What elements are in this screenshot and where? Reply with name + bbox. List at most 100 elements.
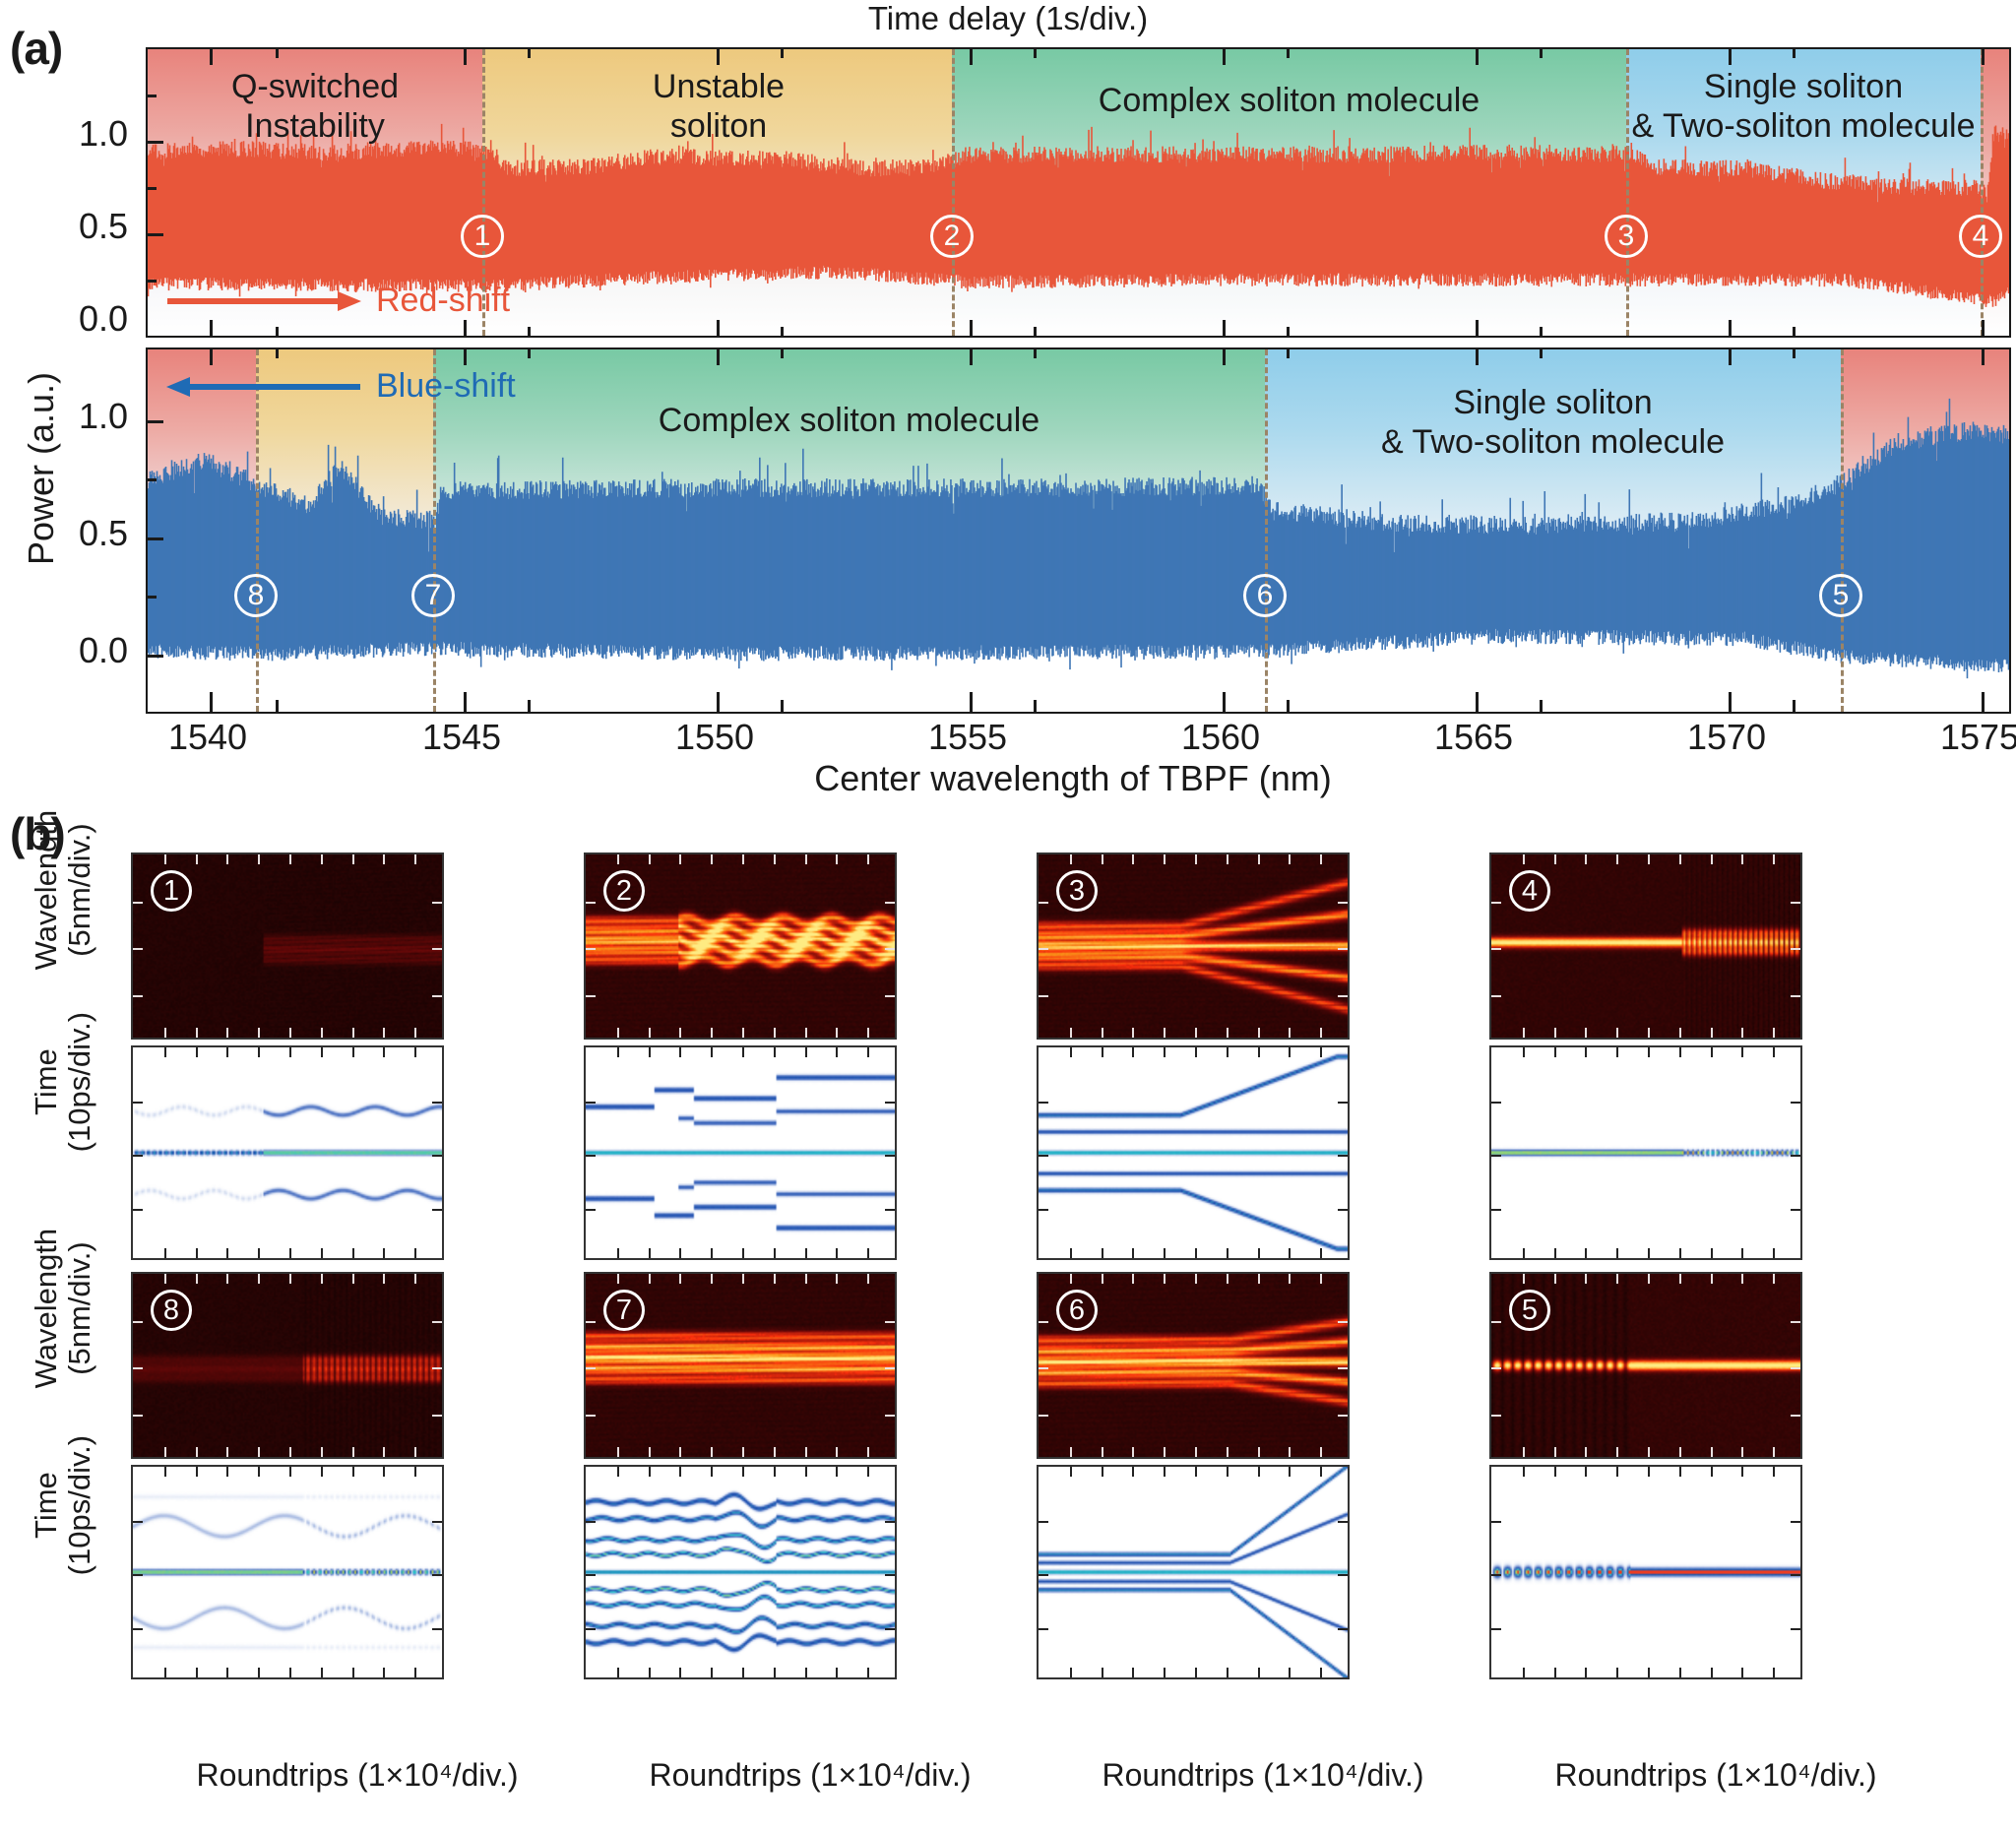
divider-2 <box>952 49 955 336</box>
tick <box>586 1209 596 1211</box>
red-shift-waveform <box>148 123 2009 307</box>
panel-a-top-axis-label: Time delay (1s/div.) <box>867 0 1149 36</box>
tick <box>1711 1274 1713 1284</box>
tick <box>226 1047 228 1057</box>
x-tick-1570: 1570 <box>1686 717 1767 757</box>
tick <box>1773 1047 1775 1057</box>
tick <box>321 1274 323 1284</box>
tick <box>711 1668 713 1677</box>
arrow-left-icon <box>166 376 360 397</box>
tick <box>1773 1248 1775 1258</box>
tick <box>1227 1447 1228 1457</box>
spectral-map-7: 7 <box>584 1272 897 1459</box>
tick <box>226 1248 228 1258</box>
tick <box>649 1467 651 1477</box>
temporal-map-2 <box>584 1045 897 1260</box>
y-tick-bottom-0p0: 0.0 <box>78 630 128 670</box>
tick <box>586 1574 596 1576</box>
tick <box>679 1467 681 1477</box>
tick <box>836 854 838 864</box>
tick <box>1616 1047 1618 1057</box>
tick <box>352 1047 354 1057</box>
tick <box>805 1668 807 1677</box>
tick <box>1039 1102 1048 1104</box>
tick <box>133 1574 143 1576</box>
tick <box>617 1047 619 1057</box>
tick <box>1195 1274 1197 1284</box>
tick <box>1320 1447 1322 1457</box>
tick <box>805 854 807 864</box>
tick <box>414 1467 416 1477</box>
spectral-map-3: 3 <box>1037 853 1350 1040</box>
tick <box>679 1028 681 1038</box>
tick <box>226 1668 228 1677</box>
tick <box>867 1028 869 1038</box>
tick <box>352 1447 354 1457</box>
temporal-map-6 <box>1037 1465 1350 1679</box>
tick <box>711 1447 713 1457</box>
tick <box>1523 854 1525 864</box>
tick <box>885 948 895 950</box>
tick <box>1648 1447 1650 1457</box>
tick <box>1132 1028 1134 1038</box>
tick <box>1164 1248 1166 1258</box>
tick <box>432 1209 442 1211</box>
b-marker-2: 2 <box>603 870 645 912</box>
divider-6 <box>1265 349 1268 712</box>
tick <box>1289 1467 1291 1477</box>
tick <box>1102 854 1103 864</box>
marker-8: 8 <box>234 574 278 617</box>
b-xlabel-col-1: Roundtrips (1×10⁴/div.) <box>196 1757 519 1793</box>
tick <box>414 1248 416 1258</box>
tick <box>1164 1447 1166 1457</box>
legend-red-shift-text: Red-shift <box>376 282 511 319</box>
tick <box>1523 1668 1525 1677</box>
tick <box>1679 1668 1681 1677</box>
tick <box>711 1028 713 1038</box>
red-shift-subplot: Q-switched Instability Unstable soliton … <box>146 47 2011 338</box>
tick <box>867 854 869 864</box>
tick <box>1554 1467 1556 1477</box>
label-unstable-soliton: Unstable soliton <box>561 67 876 146</box>
tick <box>1070 854 1072 864</box>
tick <box>836 1467 838 1477</box>
y-tick-bottom-0p5: 0.5 <box>78 513 128 553</box>
x-tick-1550: 1550 <box>674 717 755 757</box>
tick <box>1258 1467 1260 1477</box>
b-marker-6: 6 <box>1056 1290 1098 1331</box>
tick <box>1039 1367 1048 1369</box>
tick <box>649 1447 651 1457</box>
tick <box>586 1367 596 1369</box>
tick <box>321 1467 323 1477</box>
tick <box>133 1102 143 1104</box>
tick <box>1070 1028 1072 1038</box>
tick <box>649 1248 651 1258</box>
tick <box>1791 1102 1800 1104</box>
tick <box>867 1274 869 1284</box>
tick <box>1195 1447 1197 1457</box>
tick <box>711 1467 713 1477</box>
label-complex-soliton-molecule-top: Complex soliton molecule <box>1098 82 1480 119</box>
x-tick-1560: 1560 <box>1180 717 1261 757</box>
tick <box>1491 1367 1501 1369</box>
tick <box>774 854 776 864</box>
tick <box>1679 854 1681 864</box>
tick <box>1320 1274 1322 1284</box>
tick <box>1102 1447 1103 1457</box>
tick <box>711 1248 713 1258</box>
tick <box>1491 948 1501 950</box>
tick <box>414 1047 416 1057</box>
tick <box>742 854 744 864</box>
tick <box>1491 1415 1501 1417</box>
row-label-time-top: Time (10ps/div.) <box>29 954 96 1210</box>
tick <box>1585 1467 1587 1477</box>
tick <box>1289 854 1291 864</box>
tick <box>885 995 895 997</box>
tick <box>1741 1447 1743 1457</box>
tick <box>805 1447 807 1457</box>
y-tick-top-1p0: 1.0 <box>78 113 128 154</box>
tick <box>1195 1467 1197 1477</box>
y-tick-bottom-1p0: 1.0 <box>78 396 128 436</box>
tick <box>226 1447 228 1457</box>
tick <box>885 1415 895 1417</box>
